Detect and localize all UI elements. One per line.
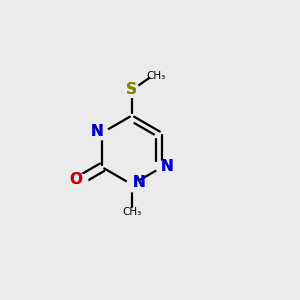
Text: N: N <box>161 159 174 174</box>
Text: S: S <box>126 82 137 97</box>
Text: CH₃: CH₃ <box>147 71 166 82</box>
Text: S: S <box>126 82 137 97</box>
Text: O: O <box>69 172 82 187</box>
Text: N: N <box>90 124 103 139</box>
Text: N: N <box>132 175 145 190</box>
Text: N: N <box>132 175 145 190</box>
Text: O: O <box>69 172 82 187</box>
Text: N: N <box>90 124 103 139</box>
Text: N: N <box>161 159 174 174</box>
Text: CH₃: CH₃ <box>122 207 142 218</box>
